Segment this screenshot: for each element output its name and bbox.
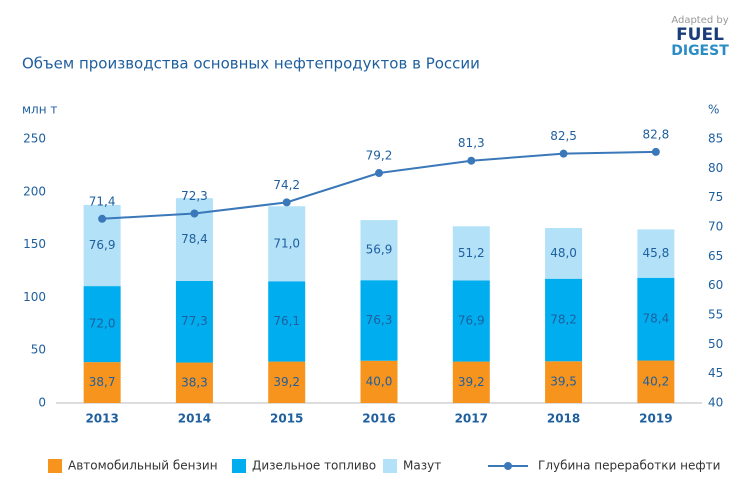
data-label: 72,3 (181, 189, 208, 203)
y-tick-label: 0 (38, 396, 46, 410)
x-tick-label: 2018 (547, 412, 580, 426)
y2-tick-label: 85 (708, 132, 723, 146)
x-tick-label: 2017 (455, 412, 488, 426)
bar-segment (452, 226, 490, 281)
legend-label: Мазут (403, 459, 441, 473)
x-tick-label: 2013 (85, 412, 118, 426)
data-label: 82,8 (642, 127, 669, 141)
bar-segment (83, 286, 121, 363)
x-tick-label: 2014 (178, 412, 211, 426)
y2-tick-label: 80 (708, 161, 723, 175)
data-label: 71,4 (89, 194, 116, 208)
x-tick-label: 2015 (270, 412, 303, 426)
bar-segment (83, 362, 121, 403)
bar-segment (268, 361, 306, 403)
data-label: 79,2 (366, 149, 393, 163)
data-label: 45,8 (642, 246, 669, 260)
data-label: 40,0 (366, 374, 393, 388)
bar-segment (637, 360, 675, 403)
data-label: 76,1 (273, 314, 300, 328)
data-label: 71,0 (273, 236, 300, 250)
data-label: 82,5 (550, 129, 577, 143)
y2-tick-label: 55 (708, 308, 723, 322)
line-marker (282, 198, 291, 207)
chart-title: Объем производства основных нефтепродукт… (22, 55, 480, 73)
bar-segment (637, 229, 675, 278)
data-label: 38,7 (89, 375, 116, 389)
bar-segment (637, 277, 675, 361)
data-label: 74,2 (273, 178, 300, 192)
logo-caption: Adapted by (671, 15, 728, 26)
data-label: 56,9 (366, 243, 393, 257)
x-tick-label: 2019 (639, 412, 672, 426)
line-marker (559, 149, 568, 158)
bar-segment (268, 206, 306, 282)
legend-label: Автомобильный бензин (68, 459, 218, 473)
data-label: 76,9 (89, 238, 116, 252)
line-marker (651, 147, 660, 156)
data-label: 39,2 (273, 375, 300, 389)
data-label: 81,3 (458, 136, 485, 150)
legend-swatch (48, 459, 62, 473)
bar-segment (268, 281, 306, 362)
bar-segment (545, 228, 583, 279)
logo-word: FUEL (676, 25, 724, 45)
data-label: 78,4 (181, 232, 208, 246)
y-axis-label: млн т (22, 103, 57, 117)
y-tick-label: 200 (23, 184, 46, 198)
y2-tick-label: 70 (708, 220, 723, 234)
y2-tick-label: 40 (708, 396, 723, 410)
legend-label: Глубина переработки нефти (538, 459, 720, 473)
y-tick-label: 150 (23, 237, 46, 251)
bar-segment (545, 278, 583, 362)
logo-word: DIGEST (671, 43, 729, 59)
line-marker (98, 214, 107, 223)
line-marker (190, 209, 199, 218)
bar-segment (452, 280, 490, 362)
y2-tick-label: 65 (708, 249, 723, 263)
y-tick-label: 250 (23, 132, 46, 146)
bar-segment (175, 362, 213, 403)
data-label: 39,2 (458, 375, 485, 389)
data-label: 51,2 (458, 246, 485, 260)
data-label: 76,9 (458, 314, 485, 328)
y2-tick-label: 50 (708, 337, 723, 351)
bar-segment (545, 361, 583, 403)
data-label: 76,3 (366, 313, 393, 327)
bar-segment (360, 360, 398, 403)
data-label: 39,5 (550, 375, 577, 389)
data-label: 77,3 (181, 314, 208, 328)
data-label: 78,2 (550, 312, 577, 326)
y2-tick-label: 45 (708, 366, 723, 380)
bar-segment (452, 361, 490, 403)
data-label: 78,4 (642, 312, 669, 326)
y2-tick-label: 60 (708, 278, 723, 292)
data-label: 48,0 (550, 246, 577, 260)
bar-segment (360, 280, 398, 361)
data-label: 40,2 (642, 374, 669, 388)
y-tick-label: 100 (23, 290, 46, 304)
x-tick-label: 2016 (362, 412, 395, 426)
bar-segment (360, 220, 398, 281)
y2-tick-label: 75 (708, 190, 723, 204)
y2-axis-label: % (708, 103, 719, 117)
line-marker (467, 156, 476, 165)
data-label: 38,3 (181, 375, 208, 389)
legend-swatch (232, 459, 246, 473)
legend-marker (504, 462, 512, 470)
legend-label: Дизельное топливо (252, 459, 376, 473)
legend-swatch (383, 459, 397, 473)
bar-segment (175, 280, 213, 363)
line-marker (375, 169, 383, 178)
y-tick-label: 50 (31, 343, 46, 357)
data-label: 72,0 (89, 317, 116, 331)
